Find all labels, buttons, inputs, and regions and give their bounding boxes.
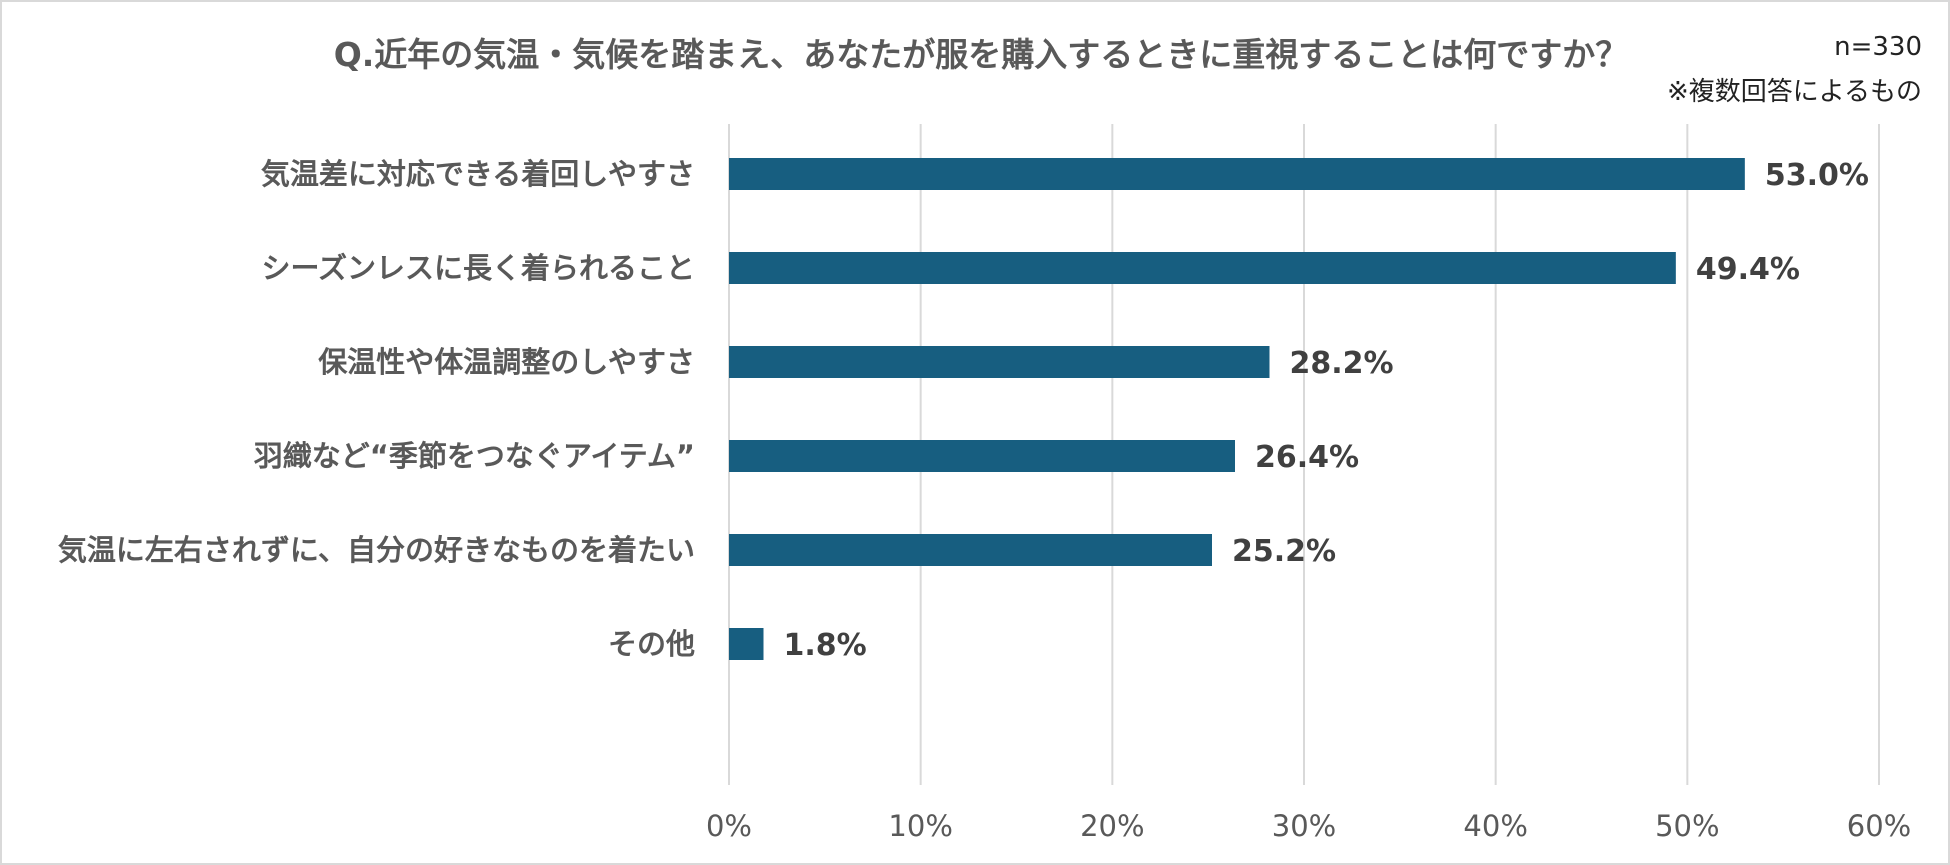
category-label: 保温性や体温調整のしやすさ	[317, 345, 695, 379]
x-tick-label: 10%	[888, 809, 952, 843]
x-tick-label: 50%	[1655, 809, 1719, 843]
bar	[729, 628, 764, 660]
bars	[729, 158, 1745, 660]
value-labels: 53.0% 49.4% 28.2% 26.4% 25.2% 1.8%	[784, 158, 1869, 663]
category-labels: 気温差に対応できる着回しやすさシーズンレスに長く着られること保温性や体温調整のし…	[58, 157, 695, 661]
data-label: 49.4%	[1696, 252, 1800, 287]
category-label: 羽織など“季節をつなぐアイテム”	[254, 439, 695, 473]
x-tick-label: 0%	[706, 809, 752, 843]
sample-size: n=330	[1834, 32, 1922, 62]
bar	[729, 534, 1212, 566]
chart-title: Q.近年の気温・気候を踏まえ、あなたが服を購入するときに重視することは何ですか？	[334, 35, 1629, 74]
category-label: その他	[608, 627, 695, 661]
category-label: 気温に左右されずに、自分の好きなものを着たい	[58, 533, 695, 567]
data-label: 25.2%	[1232, 534, 1336, 569]
category-label: 気温差に対応できる着回しやすさ	[261, 157, 695, 191]
bar	[729, 440, 1235, 472]
data-label: 53.0%	[1765, 158, 1869, 193]
data-label: 26.4%	[1255, 440, 1359, 475]
bar	[729, 346, 1270, 378]
data-label: 28.2%	[1290, 346, 1394, 381]
x-tick-label: 20%	[1080, 809, 1144, 843]
bar	[729, 252, 1676, 284]
multiple-answer-note: ※複数回答によるもの	[1667, 77, 1922, 107]
category-label: シーズンレスに長く着られること	[261, 251, 695, 285]
data-label: 1.8%	[784, 628, 867, 663]
x-tick-label: 30%	[1272, 809, 1336, 843]
x-tick-label: 40%	[1463, 809, 1527, 843]
x-axis-ticks: 0% 10% 20% 30% 40% 50% 60%	[706, 809, 1911, 843]
x-tick-label: 60%	[1847, 809, 1911, 843]
bar	[729, 158, 1745, 190]
